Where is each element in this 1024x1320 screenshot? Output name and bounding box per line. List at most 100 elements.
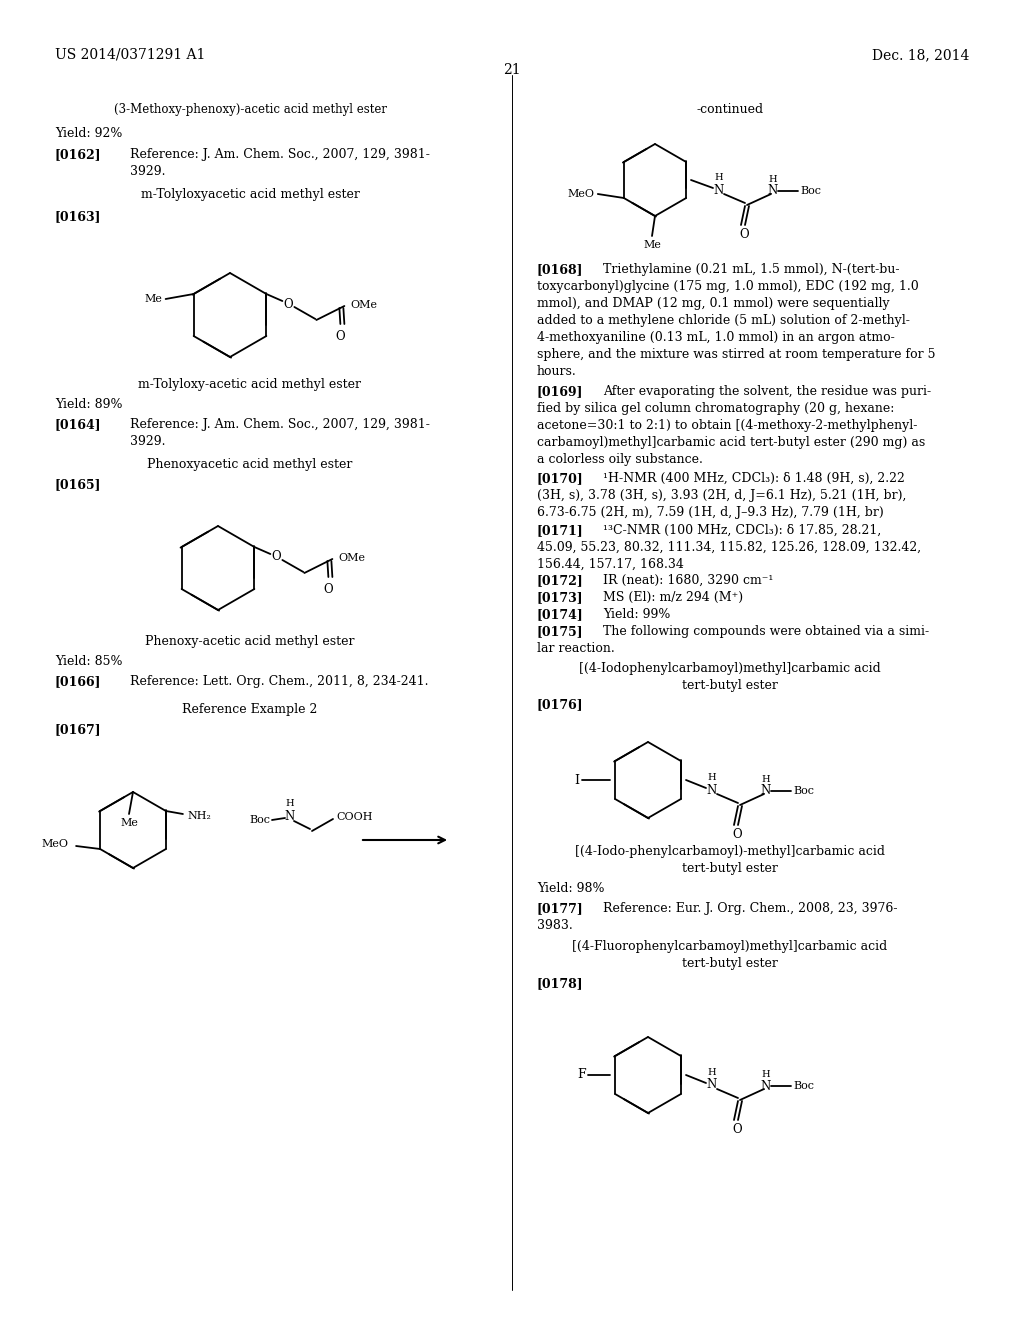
Text: F: F <box>578 1068 586 1081</box>
Text: I: I <box>574 774 579 787</box>
Text: m-Tolyloxy-acetic acid methyl ester: m-Tolyloxy-acetic acid methyl ester <box>138 378 361 391</box>
Text: O: O <box>271 550 282 564</box>
Text: [0177]: [0177] <box>537 902 584 915</box>
Text: Yield: 98%: Yield: 98% <box>537 882 604 895</box>
Text: H: H <box>769 176 777 183</box>
Text: 21: 21 <box>503 63 521 77</box>
Text: sphere, and the mixture was stirred at room temperature for 5: sphere, and the mixture was stirred at r… <box>537 348 936 360</box>
Text: H: H <box>715 173 723 182</box>
Text: tert-butyl ester: tert-butyl ester <box>682 862 778 875</box>
Text: Triethylamine (0.21 mL, 1.5 mmol), N-(tert-bu-: Triethylamine (0.21 mL, 1.5 mmol), N-(te… <box>603 263 899 276</box>
Text: [0162]: [0162] <box>55 148 101 161</box>
Text: H: H <box>708 774 717 781</box>
Text: After evaporating the solvent, the residue was puri-: After evaporating the solvent, the resid… <box>603 385 931 399</box>
Text: H: H <box>762 1071 770 1078</box>
Text: US 2014/0371291 A1: US 2014/0371291 A1 <box>55 48 206 62</box>
Text: (3H, s), 3.78 (3H, s), 3.93 (2H, d, J=6.1 Hz), 5.21 (1H, br),: (3H, s), 3.78 (3H, s), 3.93 (2H, d, J=6.… <box>537 488 906 502</box>
Text: MS (El): m/z 294 (M⁺): MS (El): m/z 294 (M⁺) <box>603 591 743 605</box>
Text: O: O <box>739 228 749 242</box>
Text: N: N <box>768 185 778 198</box>
Text: [(4-Iodo-phenylcarbamoyl)-methyl]carbamic acid: [(4-Iodo-phenylcarbamoyl)-methyl]carbami… <box>575 845 885 858</box>
Text: O: O <box>284 297 293 310</box>
Text: H: H <box>286 799 294 808</box>
Text: Yield: 89%: Yield: 89% <box>55 399 123 411</box>
Text: [0167]: [0167] <box>55 723 101 737</box>
Text: [0163]: [0163] <box>55 210 101 223</box>
Text: Yield: 99%: Yield: 99% <box>603 609 671 620</box>
Text: O: O <box>336 330 345 343</box>
Text: O: O <box>732 828 741 841</box>
Text: Reference: J. Am. Chem. Soc., 2007, 129, 3981-: Reference: J. Am. Chem. Soc., 2007, 129,… <box>130 148 430 161</box>
Text: N: N <box>714 183 724 197</box>
Text: 3929.: 3929. <box>130 436 166 447</box>
Text: acetone=30:1 to 2:1) to obtain [(4-methoxy-2-methylphenyl-: acetone=30:1 to 2:1) to obtain [(4-metho… <box>537 418 918 432</box>
Text: tert-butyl ester: tert-butyl ester <box>682 678 778 692</box>
Text: OMe: OMe <box>350 300 378 310</box>
Text: [0178]: [0178] <box>537 977 584 990</box>
Text: 156.44, 157.17, 168.34: 156.44, 157.17, 168.34 <box>537 558 684 572</box>
Text: fied by silica gel column chromatography (20 g, hexane:: fied by silica gel column chromatography… <box>537 403 894 414</box>
Text: MeO: MeO <box>41 840 68 849</box>
Text: carbamoyl)methyl]carbamic acid tert-butyl ester (290 mg) as: carbamoyl)methyl]carbamic acid tert-buty… <box>537 436 926 449</box>
Text: N: N <box>707 784 717 796</box>
Text: Me: Me <box>120 818 138 828</box>
Text: toxycarbonyl)glycine (175 mg, 1.0 mmol), EDC (192 mg, 1.0: toxycarbonyl)glycine (175 mg, 1.0 mmol),… <box>537 280 919 293</box>
Text: -continued: -continued <box>696 103 764 116</box>
Text: Reference: J. Am. Chem. Soc., 2007, 129, 3981-: Reference: J. Am. Chem. Soc., 2007, 129,… <box>130 418 430 432</box>
Text: Me: Me <box>144 294 163 304</box>
Text: H: H <box>762 775 770 784</box>
Text: Reference Example 2: Reference Example 2 <box>182 704 317 715</box>
Text: NH₂: NH₂ <box>188 810 212 821</box>
Text: [0174]: [0174] <box>537 609 584 620</box>
Text: Reference: Lett. Org. Chem., 2011, 8, 234-241.: Reference: Lett. Org. Chem., 2011, 8, 23… <box>130 675 428 688</box>
Text: COOH: COOH <box>336 812 373 822</box>
Text: [(4-Iodophenylcarbamoyl)methyl]carbamic acid: [(4-Iodophenylcarbamoyl)methyl]carbamic … <box>580 663 881 675</box>
Text: Phenoxyacetic acid methyl ester: Phenoxyacetic acid methyl ester <box>147 458 352 471</box>
Text: [0165]: [0165] <box>55 478 101 491</box>
Text: lar reaction.: lar reaction. <box>537 642 614 655</box>
Text: [0171]: [0171] <box>537 524 584 537</box>
Text: Boc: Boc <box>793 785 814 796</box>
Text: OMe: OMe <box>338 553 366 564</box>
Text: mmol), and DMAP (12 mg, 0.1 mmol) were sequentially: mmol), and DMAP (12 mg, 0.1 mmol) were s… <box>537 297 890 310</box>
Text: [0175]: [0175] <box>537 624 584 638</box>
Text: hours.: hours. <box>537 366 577 378</box>
Text: 6.73-6.75 (2H, m), 7.59 (1H, d, J–9.3 Hz), 7.79 (1H, br): 6.73-6.75 (2H, m), 7.59 (1H, d, J–9.3 Hz… <box>537 506 884 519</box>
Text: [0176]: [0176] <box>537 698 584 711</box>
Text: 3929.: 3929. <box>130 165 166 178</box>
Text: Boc: Boc <box>800 186 821 195</box>
Text: O: O <box>324 583 333 597</box>
Text: N: N <box>707 1078 717 1092</box>
Text: [0169]: [0169] <box>537 385 584 399</box>
Text: m-Tolyloxyacetic acid methyl ester: m-Tolyloxyacetic acid methyl ester <box>140 187 359 201</box>
Text: ¹H-NMR (400 MHz, CDCl₃): δ 1.48 (9H, s), 2.22: ¹H-NMR (400 MHz, CDCl₃): δ 1.48 (9H, s),… <box>603 473 905 484</box>
Text: MeO: MeO <box>568 189 595 199</box>
Text: 3983.: 3983. <box>537 919 572 932</box>
Text: 45.09, 55.23, 80.32, 111.34, 115.82, 125.26, 128.09, 132.42,: 45.09, 55.23, 80.32, 111.34, 115.82, 125… <box>537 541 922 554</box>
Text: [0168]: [0168] <box>537 263 584 276</box>
Text: N: N <box>285 810 295 824</box>
Text: 4-methoxyaniline (0.13 mL, 1.0 mmol) in an argon atmo-: 4-methoxyaniline (0.13 mL, 1.0 mmol) in … <box>537 331 895 345</box>
Text: a colorless oily substance.: a colorless oily substance. <box>537 453 702 466</box>
Text: tert-butyl ester: tert-butyl ester <box>682 957 778 970</box>
Text: ¹³C-NMR (100 MHz, CDCl₃): δ 17.85, 28.21,: ¹³C-NMR (100 MHz, CDCl₃): δ 17.85, 28.21… <box>603 524 882 537</box>
Text: Phenoxy-acetic acid methyl ester: Phenoxy-acetic acid methyl ester <box>145 635 354 648</box>
Text: IR (neat): 1680, 3290 cm⁻¹: IR (neat): 1680, 3290 cm⁻¹ <box>603 574 773 587</box>
Text: H: H <box>708 1068 717 1077</box>
Text: (3-Methoxy-phenoxy)-acetic acid methyl ester: (3-Methoxy-phenoxy)-acetic acid methyl e… <box>114 103 386 116</box>
Text: O: O <box>732 1123 741 1137</box>
Text: [(4-Fluorophenylcarbamoyl)methyl]carbamic acid: [(4-Fluorophenylcarbamoyl)methyl]carbami… <box>572 940 888 953</box>
Text: Yield: 85%: Yield: 85% <box>55 655 123 668</box>
Text: Me: Me <box>643 240 660 249</box>
Text: N: N <box>761 784 771 797</box>
Text: The following compounds were obtained via a simi-: The following compounds were obtained vi… <box>603 624 929 638</box>
Text: added to a methylene chloride (5 mL) solution of 2-methyl-: added to a methylene chloride (5 mL) sol… <box>537 314 910 327</box>
Text: [0166]: [0166] <box>55 675 101 688</box>
Text: N: N <box>761 1080 771 1093</box>
Text: [0173]: [0173] <box>537 591 584 605</box>
Text: Boc: Boc <box>793 1081 814 1092</box>
Text: Yield: 92%: Yield: 92% <box>55 127 123 140</box>
Text: Reference: Eur. J. Org. Chem., 2008, 23, 3976-: Reference: Eur. J. Org. Chem., 2008, 23,… <box>603 902 897 915</box>
Text: [0170]: [0170] <box>537 473 584 484</box>
Text: Dec. 18, 2014: Dec. 18, 2014 <box>871 48 969 62</box>
